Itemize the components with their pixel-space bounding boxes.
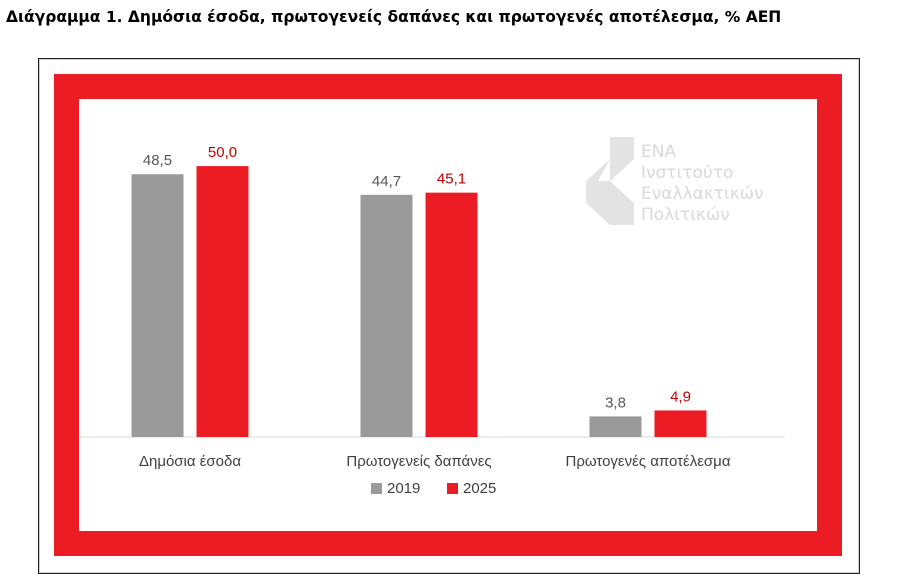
- logo-line-3: Εναλλακτικών: [641, 184, 764, 204]
- data-label-2025-0: 50,0: [208, 144, 237, 161]
- logo-line-1: ΕΝΑ: [641, 142, 677, 162]
- bar-2019-1: [360, 194, 413, 437]
- category-label-0: Δημόσια έσοδα: [139, 453, 241, 470]
- data-label-2025-2: 4,9: [670, 388, 691, 405]
- data-label-2019-1: 44,7: [372, 173, 401, 190]
- bar-2025-1: [425, 192, 478, 437]
- ena-logo-icon: [586, 137, 634, 225]
- legend-swatch-2019: [371, 483, 382, 494]
- bar-2025-2: [654, 410, 707, 437]
- bar-2019-2: [589, 416, 642, 437]
- bar-2025-0: [196, 166, 249, 437]
- data-label-2019-2: 3,8: [605, 394, 626, 411]
- page-title: Διάγραμμα 1. Δημόσια έσοδα, πρωτογενείς …: [6, 8, 782, 26]
- bar-2019-0: [131, 174, 184, 437]
- data-label-2025-1: 45,1: [437, 171, 466, 188]
- plot-area: ΕΝΑ Ινστιτούτο Εναλλακτικών Πολιτικών 48…: [79, 99, 817, 531]
- legend-label-2019: 2019: [387, 480, 420, 497]
- category-label-2: Πρωτογενές αποτέλεσμα: [566, 453, 731, 470]
- legend-label-2025: 2025: [463, 480, 496, 497]
- logo-line-2: Ινστιτούτο: [641, 163, 734, 183]
- legend-swatch-2025: [447, 483, 458, 494]
- category-label-1: Πρωτογενείς δαπάνες: [346, 453, 491, 470]
- logo-line-4: Πολιτικών: [641, 205, 730, 225]
- data-label-2019-0: 48,5: [143, 152, 172, 169]
- bar-chart: 48,5 50,0 Δημόσια έσοδα 44,7 45,1 Πρωτογενείς…: [79, 144, 785, 497]
